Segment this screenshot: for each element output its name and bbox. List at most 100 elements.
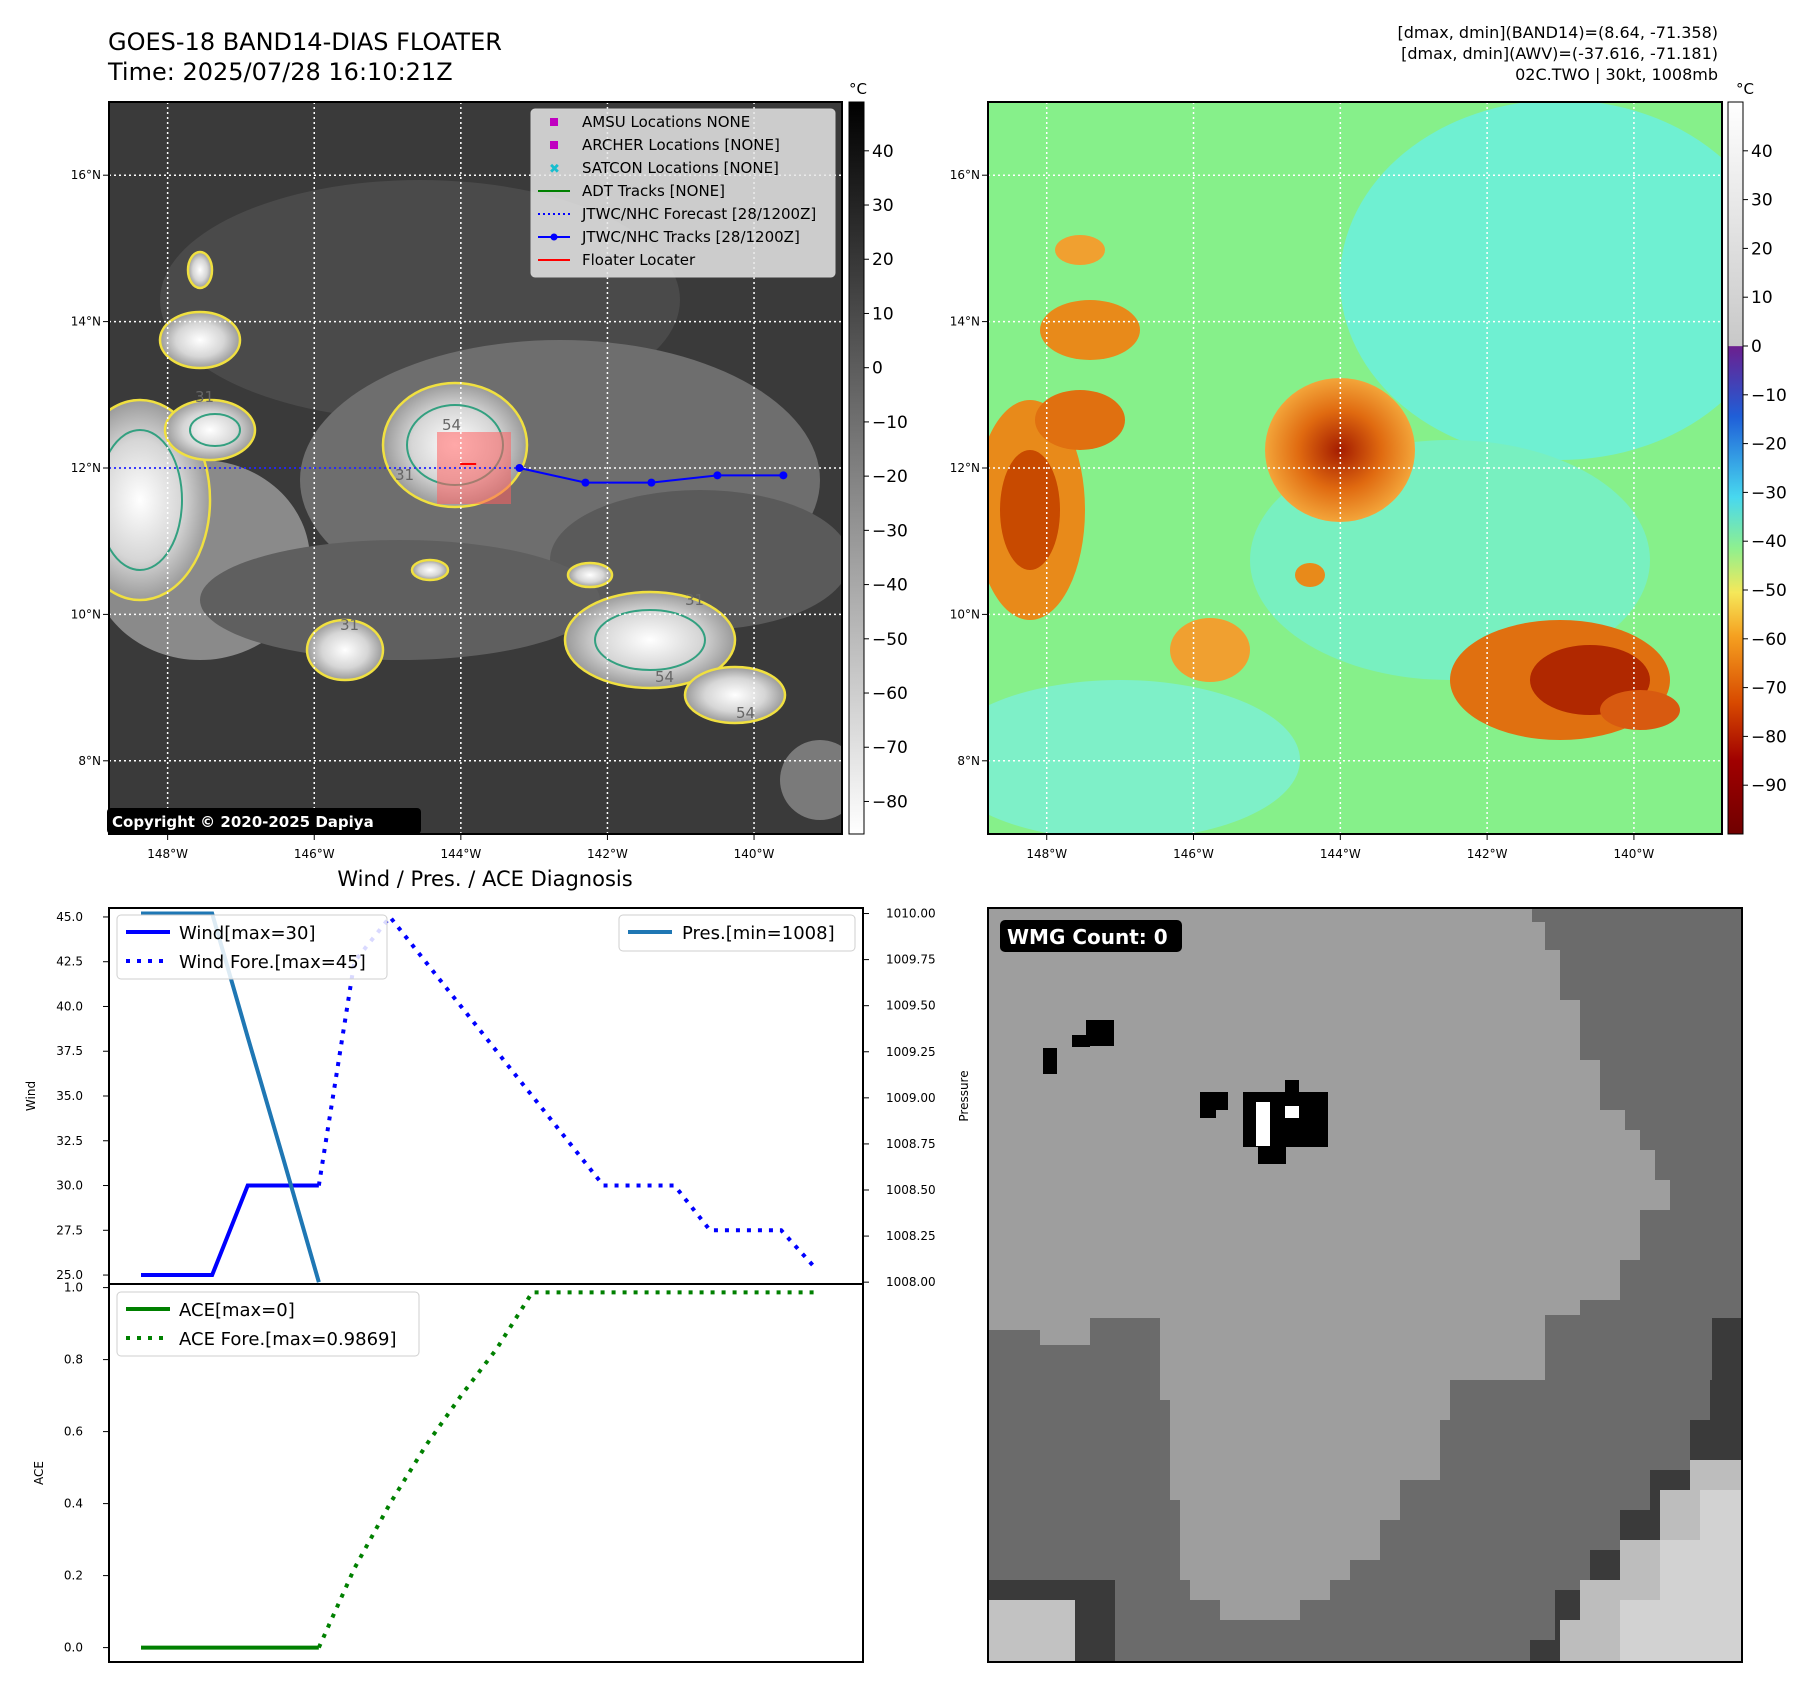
wmg-imagery [988, 908, 1742, 1662]
map-legend: AMSU Locations NONE ARCHER Locations [NO… [530, 108, 836, 278]
tick-label-lon: 148°W [147, 847, 188, 861]
y2-tick-label: 1010.00 [886, 907, 936, 921]
tick-label-lat: 10°N [950, 607, 980, 621]
figure-title: GOES-18 BAND14-DIAS FLOATER [108, 28, 502, 56]
contour-label: 31 [340, 616, 359, 634]
colorbar-tick-label: −20 [1751, 435, 1787, 455]
colorbar-tick-label: −10 [1751, 386, 1787, 406]
track-point [647, 478, 656, 487]
colorbar-tick-label: −10 [872, 413, 908, 433]
tick-label-lon: 148°W [1026, 847, 1067, 861]
y-tick-label: 0.2 [64, 1569, 83, 1583]
colorbar-tick-label: 40 [1751, 142, 1773, 162]
wind-pressure-chart: 45.0 42.5 40.0 37.5 35.0 32.5 30.0 27.5 25.0 101… [24, 907, 971, 1290]
legend-forecast: JTWC/NHC Forecast [28/1200Z] [581, 205, 816, 223]
legend-marker-tracks-dot [550, 233, 558, 241]
colorbar-tick-label: −90 [1751, 776, 1787, 796]
wmg-count-text: WMG Count: 0 [1007, 925, 1168, 949]
legend-marker-amsu [550, 118, 558, 126]
tick-label-lat: 8°N [78, 754, 101, 768]
info-band14: [dmax, dmin](BAND14)=(8.64, -71.358) [1398, 23, 1719, 42]
wv-colorbar-ticks: 40 30 20 10 0 −10 −20 −30 −40 −50 −60 −70 −80 −90 [1743, 142, 1787, 796]
colorbar-tick-label: −20 [872, 467, 908, 487]
y2-tick-label: 1009.00 [886, 1091, 936, 1105]
ir-axis-ticks: 148°W 146°W 144°W 142°W 140°W 16°N 14°N 12°N 10°… [71, 168, 775, 861]
y-tick-label: 1.0 [64, 1281, 83, 1295]
legend-floater: Floater Locater [582, 251, 696, 269]
colorbar-tick-label: −50 [1751, 581, 1787, 601]
copyright-badge [107, 808, 421, 834]
legend-wind: Wind[max=30] [179, 923, 316, 944]
colorbar-tick-label: −60 [1751, 630, 1787, 650]
y-tick-label: 0.8 [64, 1353, 83, 1367]
colorbar-tick-label: −80 [1751, 727, 1787, 747]
legend-tracks: JTWC/NHC Tracks [28/1200Z] [581, 228, 800, 246]
tick-label-lon: 146°W [294, 847, 335, 861]
contour-label: 54 [736, 704, 755, 722]
colorbar-tick-label: −70 [872, 738, 908, 758]
tick-label-lat: 14°N [71, 315, 101, 329]
track-point [581, 478, 590, 487]
wind-axis-ticks: 45.0 42.5 40.0 37.5 35.0 32.5 30.0 27.5 25.0 [56, 910, 109, 1282]
tick-label-lat: 8°N [957, 754, 980, 768]
contour-label: 31 [195, 388, 214, 406]
legend-ace-forecast: ACE Fore.[max=0.9869] [179, 1329, 397, 1350]
ir-panel: 31 54 31 54 31 31 54 148°W 146°W 144°W 142°… [71, 101, 843, 861]
ace-ylabel: ACE [32, 1461, 46, 1485]
tick-label-lon: 144°W [1320, 847, 1361, 861]
legend-marker-archer [550, 141, 558, 149]
colorbar-tick-label: −60 [872, 684, 908, 704]
wv-imagery [988, 102, 1722, 834]
legend-marker-satcon: ✖ [549, 162, 560, 177]
info-storm: 02C.TWO | 30kt, 1008mb [1515, 65, 1718, 84]
ir-colorbar-ticks: 40 30 20 10 0 −10 −20 −30 −40 −50 −60 −70 −80 [864, 142, 908, 812]
ir-colorbar-unit: °C [849, 80, 867, 98]
colorbar-tick-label: 40 [872, 142, 894, 162]
track-point [515, 464, 524, 472]
wv-colorbar-ramp [1727, 101, 1744, 835]
tick-label-lat: 10°N [71, 607, 101, 621]
contour-label: 31 [395, 466, 414, 484]
wind-ylabel: Wind [24, 1081, 38, 1111]
tick-label-lat: 12°N [71, 461, 101, 475]
y2-tick-label: 1008.25 [886, 1229, 936, 1243]
y-tick-label: 42.5 [56, 955, 83, 969]
ace-legend: ACE[max=0] ACE Fore.[max=0.9869] [116, 1291, 420, 1357]
y2-tick-label: 1008.50 [886, 1183, 936, 1197]
wmg-count-badge [1000, 920, 1182, 952]
wind-legend: Wind[max=30] Wind Fore.[max=45] [116, 914, 388, 980]
y-tick-label: 27.5 [56, 1223, 83, 1237]
legend-ace: ACE[max=0] [179, 1300, 295, 1321]
y2-tick-label: 1009.25 [886, 1045, 936, 1059]
y-tick-label: 45.0 [56, 910, 83, 924]
wv-panel: 148°W 146°W 144°W 142°W 140°W 16°N 14°N 12°N 10°… [950, 101, 1723, 861]
y-tick-label: 0.4 [64, 1497, 83, 1511]
legend-satcon: SATCON Locations [NONE] [582, 159, 779, 177]
tick-label-lon: 142°W [587, 847, 628, 861]
legend-amsu: AMSU Locations NONE [582, 113, 750, 131]
ir-colorbar-ramp [848, 101, 865, 835]
ir-colorbar: °C 40 30 20 10 0 −10 −20 −30 −40 −50 −60 −70 −80 [848, 80, 908, 835]
colorbar-tick-label: 20 [872, 250, 894, 270]
wmg-panel: WMG Count: 0 [987, 907, 1743, 1663]
y-tick-label: 40.0 [56, 999, 83, 1013]
colorbar-tick-label: −40 [872, 576, 908, 596]
colorbar-tick-label: −50 [872, 630, 908, 650]
copyright-text: Copyright © 2020-2025 Dapiya [112, 813, 374, 831]
figure-time: Time: 2025/07/28 16:10:21Z [107, 58, 453, 86]
tick-label-lon: 146°W [1173, 847, 1214, 861]
legend-adt: ADT Tracks [NONE] [582, 182, 725, 200]
tick-label-lat: 12°N [950, 461, 980, 475]
y2-tick-label: 1009.75 [886, 953, 936, 967]
wv-colorbar-unit: °C [1736, 80, 1754, 98]
wv-colorbar: °C 40 30 20 10 0 −10 −20 −30 −40 −50 −60 −70 −80 −90 [1727, 80, 1787, 835]
ace-forecast-line [317, 1290, 817, 1649]
contour-label: 54 [655, 668, 674, 686]
ace-axis-ticks: 1.0 0.8 0.6 0.4 0.2 0.0 [64, 1281, 109, 1655]
colorbar-tick-label: −40 [1751, 532, 1787, 552]
tick-label-lat: 16°N [71, 168, 101, 182]
tick-label-lon: 140°W [734, 847, 775, 861]
pressure-legend: Pres.[min=1008] [618, 914, 856, 952]
track-point [779, 471, 788, 480]
